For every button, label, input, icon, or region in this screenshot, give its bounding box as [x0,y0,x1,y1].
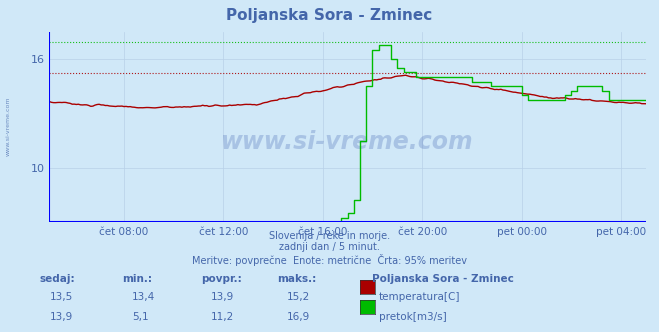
Text: Meritve: povprečne  Enote: metrične  Črta: 95% meritev: Meritve: povprečne Enote: metrične Črta:… [192,254,467,266]
Text: 5,1: 5,1 [132,312,148,322]
Text: Poljanska Sora - Zminec: Poljanska Sora - Zminec [227,8,432,23]
Text: 15,2: 15,2 [287,292,310,302]
Text: Poljanska Sora - Zminec: Poljanska Sora - Zminec [372,274,514,284]
Text: pretok[m3/s]: pretok[m3/s] [379,312,447,322]
Text: zadnji dan / 5 minut.: zadnji dan / 5 minut. [279,242,380,252]
Text: www.si-vreme.com: www.si-vreme.com [221,130,474,154]
Text: povpr.:: povpr.: [201,274,242,284]
Text: temperatura[C]: temperatura[C] [379,292,461,302]
Text: 13,5: 13,5 [49,292,72,302]
Text: 13,4: 13,4 [132,292,155,302]
Text: 16,9: 16,9 [287,312,310,322]
Text: 13,9: 13,9 [211,292,234,302]
Text: 13,9: 13,9 [49,312,72,322]
Text: maks.:: maks.: [277,274,316,284]
Text: sedaj:: sedaj: [40,274,75,284]
Text: www.si-vreme.com: www.si-vreme.com [5,96,11,156]
Text: Slovenija / reke in morje.: Slovenija / reke in morje. [269,231,390,241]
Text: min.:: min.: [122,274,152,284]
Text: 11,2: 11,2 [211,312,234,322]
